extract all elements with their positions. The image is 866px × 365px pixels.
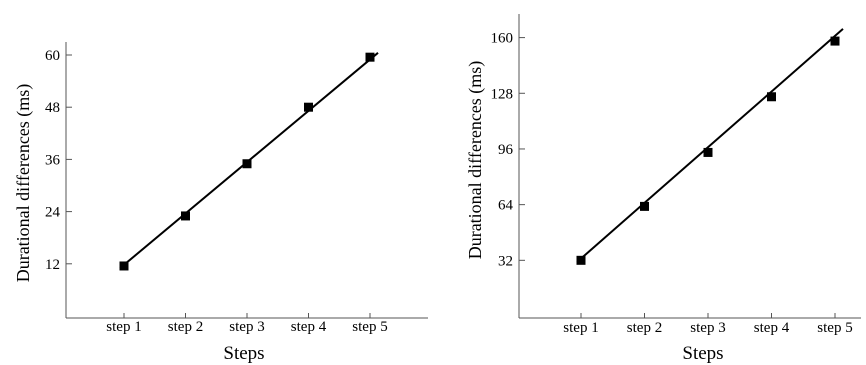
x-tick-label: step 2 <box>168 319 203 335</box>
x-axis-title: Steps <box>223 343 264 364</box>
chart-left-svg: 12 24 36 48 60 step 1 step 2 step 3 step 4 step 5… <box>13 42 428 364</box>
x-tick-label: step 1 <box>563 320 598 336</box>
x-tick-label: step 2 <box>627 320 662 336</box>
y-tick-label: 24 <box>45 205 61 221</box>
y-tick-label: 64 <box>498 198 514 214</box>
chart-right: 32 64 96 128 160 step 1 step 2 step 3 step 4 step… <box>433 0 866 365</box>
y-tick-label: 60 <box>45 48 60 64</box>
x-tick-label: step 3 <box>690 320 725 336</box>
y-axis-title: Durational differences (ms) <box>465 61 486 260</box>
data-point-marker <box>703 147 713 157</box>
y-tick-label: 32 <box>498 253 513 269</box>
data-point-marker <box>304 102 313 112</box>
data-point-marker <box>576 255 586 265</box>
data-point-marker <box>242 159 252 169</box>
chart-left: 12 24 36 48 60 step 1 step 2 step 3 step 4 step 5… <box>13 42 428 364</box>
x-tick-label: step 1 <box>106 319 141 335</box>
data-point-marker <box>830 36 840 46</box>
fit-line <box>576 28 844 263</box>
y-tick-label: 48 <box>45 100 60 116</box>
data-point-marker <box>119 261 129 271</box>
x-tick-label: step 4 <box>754 320 790 336</box>
data-point-marker <box>365 52 375 62</box>
data-point-marker <box>181 211 190 221</box>
x-axis-title: Steps <box>682 343 723 364</box>
x-tick-label: step 5 <box>352 319 387 335</box>
chart-right-svg: 32 64 96 128 160 step 1 step 2 step 3 step 4 step… <box>465 14 861 364</box>
y-tick-label: 160 <box>491 31 514 47</box>
data-point-marker <box>767 92 776 102</box>
y-tick-label: 128 <box>491 86 514 102</box>
y-tick-label: 96 <box>498 142 514 158</box>
x-tick-label: step 5 <box>817 320 852 336</box>
data-point-marker <box>640 201 649 211</box>
x-tick-label: step 3 <box>229 319 264 335</box>
y-tick-label: 12 <box>45 257 60 273</box>
y-tick-label: 36 <box>45 152 61 168</box>
y-axis-title: Durational differences (ms) <box>13 84 34 283</box>
x-tick-label: step 4 <box>291 319 327 335</box>
